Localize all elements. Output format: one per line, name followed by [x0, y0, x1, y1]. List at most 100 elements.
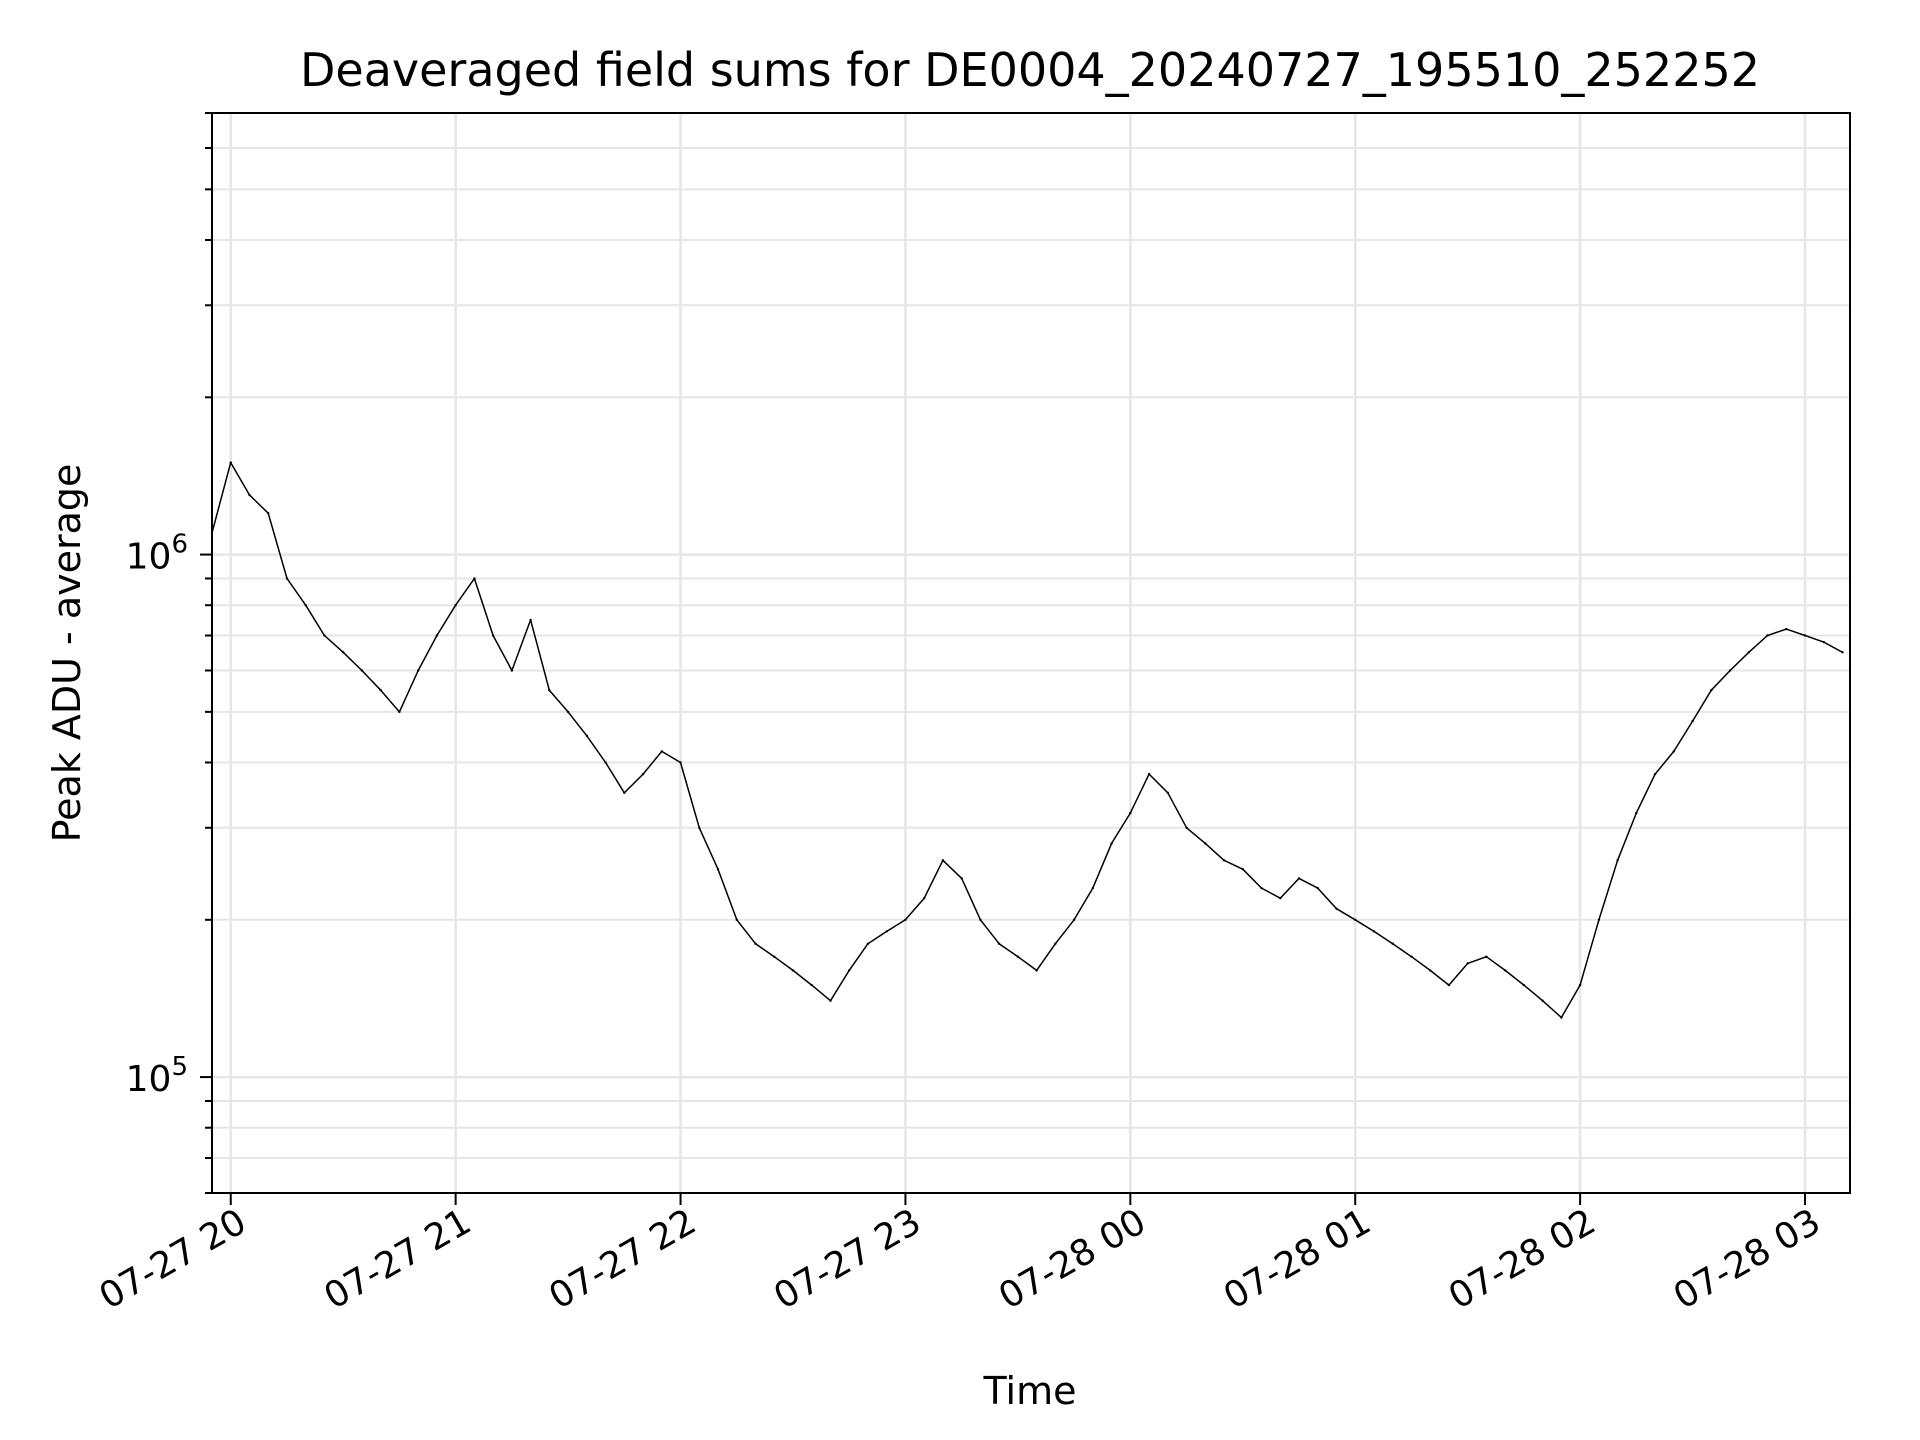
data-point [1335, 907, 1338, 910]
data-point [1316, 886, 1319, 890]
x-axis: 07-27 20 07-27 21 07-27 22 07-27 23 07-28 00… [93, 1193, 1828, 1318]
data-point [1504, 969, 1507, 972]
data-point [1616, 859, 1619, 862]
data-point [529, 618, 532, 622]
data-point [1447, 983, 1451, 987]
data-point [997, 942, 1001, 945]
data-point [1147, 772, 1151, 776]
data-point [1054, 942, 1057, 945]
data-point [735, 918, 738, 921]
y-tick-label: 106 [126, 530, 188, 578]
data-point [510, 669, 514, 672]
grid [212, 112, 1850, 1194]
data-point [679, 761, 682, 764]
data-point [1241, 868, 1245, 871]
data-point [1485, 955, 1488, 958]
data-point [1578, 983, 1582, 987]
data-point [342, 651, 345, 654]
data-point [1560, 1016, 1563, 1019]
data-point [1185, 826, 1188, 829]
data-point [904, 918, 907, 921]
x-tick-label: 07-27 22 [542, 1201, 703, 1317]
data-point [941, 859, 945, 862]
data-point [1541, 999, 1544, 1002]
data-point [1166, 791, 1170, 794]
data-point [1653, 772, 1657, 776]
data-point [1260, 886, 1263, 890]
data-point [923, 897, 926, 900]
data-point [698, 826, 701, 829]
data-point [1841, 651, 1844, 654]
data-point [1522, 983, 1526, 987]
data-point [1747, 651, 1751, 654]
x-tick-label: 07-27 23 [767, 1201, 928, 1317]
data-point [379, 689, 382, 692]
data-point [848, 969, 851, 972]
data-point [866, 942, 870, 945]
x-tick-label: 07-28 02 [1442, 1201, 1603, 1317]
data-point [773, 955, 776, 958]
data-point [1129, 811, 1132, 815]
data-point [1279, 897, 1282, 900]
data-point [1222, 859, 1226, 862]
data-point [623, 791, 626, 794]
x-tick-label: 07-28 03 [1667, 1201, 1828, 1317]
data-point [1072, 918, 1076, 921]
x-tick-label: 07-28 01 [1217, 1201, 1378, 1317]
data-point [1466, 962, 1469, 965]
series-line [211, 461, 1843, 1019]
data-point [1597, 918, 1601, 921]
data-point [491, 634, 495, 637]
data-point [1691, 719, 1694, 723]
data-point [1728, 669, 1732, 672]
data-point [585, 734, 588, 737]
data-point [960, 877, 963, 880]
data-point [398, 710, 401, 714]
data-point [473, 577, 476, 580]
data-point [885, 930, 888, 933]
data-point [1785, 627, 1788, 631]
data-point [435, 634, 439, 637]
data-point [1035, 969, 1038, 972]
data-point [1429, 969, 1432, 972]
data-point [285, 577, 289, 580]
data-point [641, 772, 645, 776]
data-point [566, 710, 570, 714]
data-point [1204, 842, 1207, 845]
data-point [810, 983, 813, 987]
data-point [754, 942, 757, 945]
y-axis-label: Peak ADU - average [45, 464, 89, 843]
data-point [229, 461, 232, 464]
data-point [1091, 886, 1095, 890]
data-point [1016, 955, 1020, 958]
data-point [604, 761, 607, 764]
chart-title: Deaveraged field sums for DE0004_2024072… [300, 43, 1760, 97]
y-tick-label: 105 [126, 1052, 188, 1100]
data-point [304, 604, 307, 607]
data-point [360, 669, 364, 672]
data-point [267, 512, 270, 515]
data-point [248, 493, 251, 497]
plot-frame [211, 112, 1851, 1194]
data-point [1635, 811, 1638, 815]
x-axis-label: Time [983, 1369, 1077, 1413]
data-point [548, 689, 551, 692]
data-point [1297, 877, 1301, 880]
data-point [454, 604, 457, 607]
data-point [1672, 750, 1676, 753]
data-point [1110, 842, 1113, 845]
data-point [1766, 634, 1769, 637]
y-axis: 105 106 [126, 112, 212, 1194]
data-point [1391, 942, 1394, 945]
data-point [660, 750, 663, 753]
data-point [1354, 918, 1357, 921]
data-point [1372, 930, 1376, 933]
data-point [1410, 955, 1413, 958]
x-tick-label: 07-28 00 [992, 1201, 1153, 1317]
data-point [829, 999, 832, 1002]
data-point [417, 669, 420, 672]
data-point [716, 868, 720, 871]
data-point [979, 918, 982, 921]
